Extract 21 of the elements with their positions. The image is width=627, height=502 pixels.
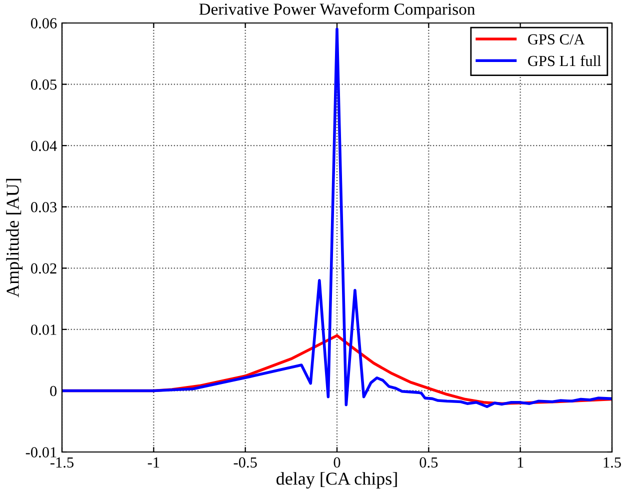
y-tick-label: 0.03 [30,202,57,212]
x-tick-label: -0.5 [234,457,257,468]
x-tick-label: 1.5 [604,457,621,468]
y-tick-label: 0.05 [30,79,57,90]
x-tick-label: 1 [518,457,524,468]
y-axis-title: Amplitude [AU] [6,178,23,298]
y-tick-label: 0.04 [30,140,57,152]
x-tick-label: 0 [334,457,340,468]
legend-label: GPS L1 full [528,55,602,66]
chart-title: Derivative Power Waveform Comparison [199,2,476,18]
y-tick-label: 0.02 [30,263,56,274]
line-series [62,28,612,408]
legend-label: GPS C/A [528,34,585,45]
y-tick-label: 0.06 [30,18,57,29]
y-tick-label: -0.01 [26,447,56,458]
x-axis-title: delay [CA chips] [276,472,397,489]
x-tick-label: -1 [148,457,160,468]
x-tick-label: -1.5 [50,457,74,468]
x-tick-label: 0.5 [420,457,438,468]
y-tick-label: 0 [50,386,57,396]
y-tick-label: 0.01 [30,324,56,335]
